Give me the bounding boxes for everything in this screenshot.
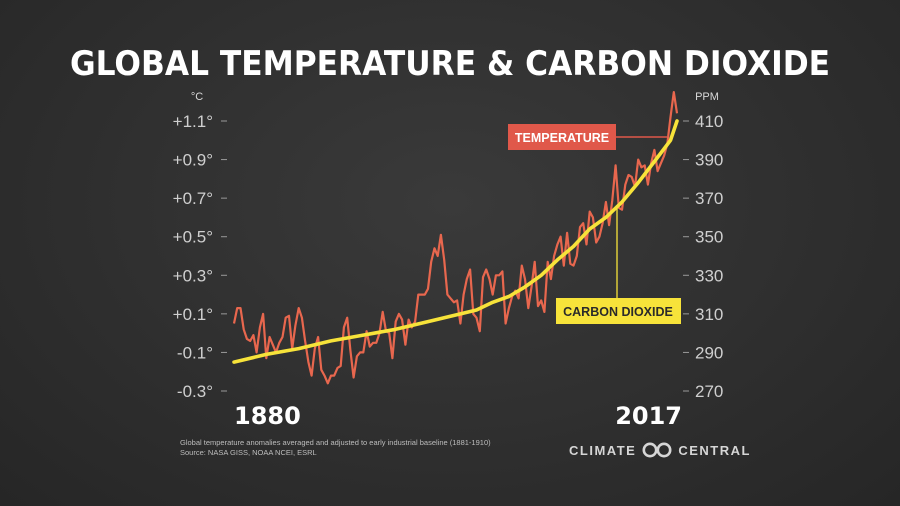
right-axis-tick-label: 370 [695,189,723,208]
logo-word-left: CLIMATE [569,442,637,458]
chart-title: GLOBAL TEMPERATURE & CARBON DIOXIDE [69,44,831,84]
right-axis-tick-label: 270 [695,382,723,401]
right-axis-tick-label: 290 [695,343,723,362]
right-axis-tick-label: 390 [695,151,723,170]
temperature-label-box [508,124,616,150]
left-axis-tick-label: -0.1° [177,343,213,362]
left-axis-tick-label: -0.3° [177,382,213,401]
right-axis-ticks: 410 390 370 350 330 310 290 270 [695,112,723,401]
infinity-loop-icon [642,442,672,458]
footnote-source: Source: NASA GISS, NOAA NCEI, ESRL [180,448,317,457]
co2-series-line [232,119,679,364]
left-axis-tick-label: +0.9° [173,151,213,170]
x-axis-end-label: 2017 [615,402,682,430]
left-axis-tick-label: +0.5° [173,228,213,247]
left-axis-unit: °C [191,91,203,103]
footnote: Global temperature anomalies averaged an… [180,438,491,458]
climate-central-logo: CLIMATE CENTRAL [569,442,751,458]
left-axis-ticks: +1.1° +0.9° +0.7° +0.5° +0.3° +0.1° -0.1° -0.3° [173,112,213,401]
right-axis-tick-label: 330 [695,266,723,285]
temperature-label: TEMPERATURE [515,131,609,145]
right-axis-tick-label: 310 [695,305,723,324]
right-axis-tick-label: 350 [695,228,723,247]
axis-tick-marks [221,120,689,392]
co2-label-box [556,298,681,324]
x-axis-start-label: 1880 [234,402,301,430]
right-axis-tick-label: 410 [695,112,723,131]
co2-label: CARBON DIOXIDE [563,305,673,319]
left-axis-tick-label: +0.1° [173,305,213,324]
logo-word-right: CENTRAL [678,442,751,458]
right-axis-unit: PPM [695,91,719,103]
left-axis-tick-label: +0.7° [173,189,213,208]
left-axis-tick-label: +0.3° [173,266,213,285]
footnote-note: Global temperature anomalies averaged an… [180,438,491,447]
left-axis-tick-label: +1.1° [173,112,213,131]
